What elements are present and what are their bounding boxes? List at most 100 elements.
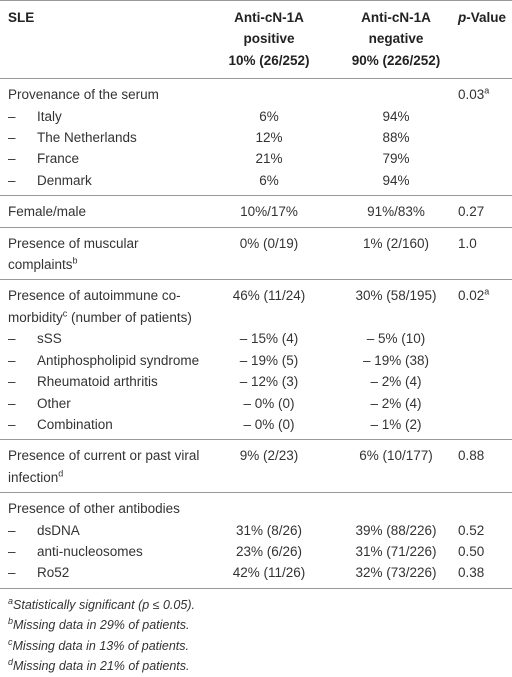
cell-text: 10%/17% [240, 204, 298, 220]
row-group: Female/male 10%/17% 91%/83% 0.27 [0, 196, 512, 228]
table-cell: 39% (88/226) [338, 520, 454, 541]
header-line: 10% (26/252) [228, 52, 310, 68]
cell-text: 6% [259, 108, 279, 124]
dash: – [8, 374, 16, 390]
footnote-mark: c [8, 636, 13, 647]
table-cell: 0.27 [454, 196, 512, 227]
table-cell [454, 127, 512, 148]
table-cell: – Other [0, 393, 200, 414]
table-cell: – 19% (38) [338, 350, 454, 371]
table-cell: Provenance of the serum [0, 79, 200, 106]
table-cell: 42% (11/26) [200, 562, 338, 588]
table-cell [454, 328, 512, 349]
footnote: bMissing data in 29% of patients. [8, 615, 512, 636]
cell-text: 88% [382, 130, 410, 146]
header-line: 90% (226/252) [351, 52, 441, 68]
cell-text: 32% (73/226) [355, 565, 437, 581]
footnote: dMissing data in 21% of patients. [8, 656, 512, 677]
table-cell: – 0% (0) [200, 393, 338, 414]
table-cell: 6% [200, 170, 338, 196]
table-row: Provenance of the serum 0.03a [0, 79, 512, 106]
cell-text: – 2% (4) [370, 374, 422, 390]
dash: – [8, 130, 16, 146]
table-row: Presence of current or past viral infect… [0, 440, 512, 493]
header-line: positive [243, 31, 295, 47]
cell-text: 21% [255, 151, 283, 167]
table-cell [338, 79, 454, 106]
cell-text: – 0% (0) [243, 416, 295, 432]
table-header: SLE Anti-cN-1A positive 10% (26/252) Anti-cN… [0, 0, 512, 79]
table-cell: 0% (0/19) [200, 227, 338, 280]
table-cell: Presence of muscular complaintsb [0, 227, 200, 280]
table-cell: 79% [338, 148, 454, 169]
table-cell: 21% [200, 148, 338, 169]
cell-text: 0.27 [458, 204, 485, 220]
table-cell: 0.02a [454, 280, 512, 328]
cell-text: dsDNA [37, 522, 80, 538]
footnote-mark: b [8, 616, 14, 627]
footnote-text: Missing data in 21% of patients. [13, 659, 190, 674]
table-cell: – Combination [0, 414, 200, 440]
footnote-mark: a [8, 595, 14, 606]
table-cell: 0.52 [454, 520, 512, 541]
cell-text: Combination [37, 416, 113, 432]
cell-text: 1% (2/160) [362, 235, 430, 251]
footnote-text: Missing data in 29% of patients. [13, 618, 190, 633]
cell-text: – 1% (2) [370, 416, 422, 432]
cell-text: sSS [37, 331, 62, 347]
cell-text: Presence of muscular complaints [8, 235, 139, 273]
cell-text: Other [37, 395, 71, 411]
cell-text: Italy [37, 108, 62, 124]
dash: – [8, 352, 16, 368]
cell-text: – 19% (38) [362, 352, 430, 368]
cell-text: France [37, 151, 80, 167]
cell-text: Denmark [37, 172, 92, 188]
cell-text: 0.88 [458, 448, 485, 464]
table-cell: – Italy [0, 106, 200, 127]
table-cell: – 15% (4) [200, 328, 338, 349]
table-cell: – Denmark [0, 170, 200, 196]
table-cell: – France [0, 148, 200, 169]
dash: – [8, 522, 16, 538]
footnotes: aStatistically significant (p ≤ 0.05). bM… [0, 589, 512, 677]
row-group: Presence of autoimmune co-morbidityc (nu… [0, 280, 512, 440]
table-row: – Other – 0% (0) – 2% (4) [0, 393, 512, 414]
table-cell: 10%/17% [200, 196, 338, 227]
row-group: Presence of muscular complaintsb 0% (0/19… [0, 227, 512, 280]
table-cell [200, 493, 338, 520]
dash: – [8, 395, 16, 411]
cell-text: 6% [259, 172, 279, 188]
table-cell: 0.03a [454, 79, 512, 106]
footnote: aStatistically significant (p ≤ 0.05). [8, 595, 512, 616]
table-row: – France 21% 79% [0, 148, 512, 169]
cell-text: 31% (8/26) [235, 522, 303, 538]
cell-text: – 15% (4) [239, 331, 299, 347]
table-row: Female/male 10%/17% 91%/83% 0.27 [0, 196, 512, 227]
footnote-text: Statistically significant (p ≤ 0.05). [13, 597, 195, 612]
table-cell: 12% [200, 127, 338, 148]
dash: – [8, 331, 16, 347]
cell-text: Presence of autoimmune co-morbidity [8, 288, 181, 325]
cell-text: Presence of other antibodies [8, 501, 180, 517]
cell-text: 0.50 [458, 543, 485, 559]
table-row: Presence of autoimmune co-morbidityc (nu… [0, 280, 512, 328]
cell-text: 31% (71/226) [355, 543, 437, 559]
table-cell: 1% (2/160) [338, 227, 454, 280]
table-cell [454, 148, 512, 169]
table-row: – The Netherlands 12% 88% [0, 127, 512, 148]
header-cell: SLE [0, 1, 200, 79]
table-cell [338, 493, 454, 520]
table-row: – Rheumatoid arthritis – 12% (3) – 2% (4) [0, 371, 512, 392]
table-cell [454, 350, 512, 371]
cell-text: 12% [255, 130, 283, 146]
header-line: negative [368, 31, 424, 47]
table-row: – Antiphospholipid syndrome – 19% (5) – 19%… [0, 350, 512, 371]
table-cell: – Ro52 [0, 562, 200, 588]
footnote-ref: d [58, 468, 64, 479]
table-cell: 0.50 [454, 541, 512, 562]
cell-text: 1.0 [458, 235, 477, 251]
cell-text: 0% (0/19) [239, 235, 299, 251]
table-row: Presence of muscular complaintsb 0% (0/19… [0, 227, 512, 280]
table-cell: 32% (73/226) [338, 562, 454, 588]
table-cell: – anti-nucleosomes [0, 541, 200, 562]
